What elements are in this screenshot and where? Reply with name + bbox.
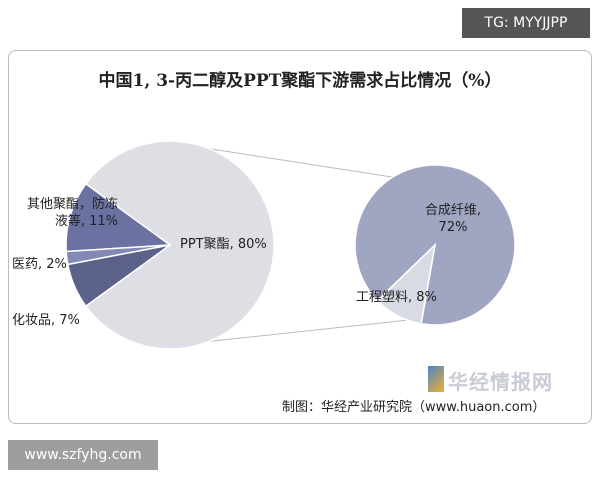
pie-slice [376, 242, 437, 325]
pie-slice [84, 140, 275, 350]
connector-line [208, 148, 393, 178]
logo-icon [428, 366, 444, 392]
logo-text: 华经情报网 [448, 370, 553, 394]
data-label: 合成纤维, 72% [424, 203, 482, 235]
pie-slice [65, 182, 173, 253]
data-label: 医药, 2% [12, 257, 67, 272]
pie-slice [66, 244, 171, 308]
connector-line [208, 319, 408, 342]
chart-card [8, 50, 592, 424]
source: 制图：华经产业研究院（www.huaon.com） [282, 400, 546, 415]
data-label: 其他聚酯，防冻液等, 11% [26, 197, 118, 229]
chart-title: 中国1, 3-丙二醇及PPT聚酯下游需求占比情况（%） [98, 71, 502, 91]
data-label: PPT聚酯, 80% [180, 237, 267, 252]
data-label: 工程塑料, 8% [356, 290, 437, 305]
data-label: 化妆品, 7% [12, 313, 80, 328]
watermark-bottom: www.szfyhg.com [8, 440, 158, 470]
watermark-top: TG: MYYJJPP [462, 8, 590, 38]
